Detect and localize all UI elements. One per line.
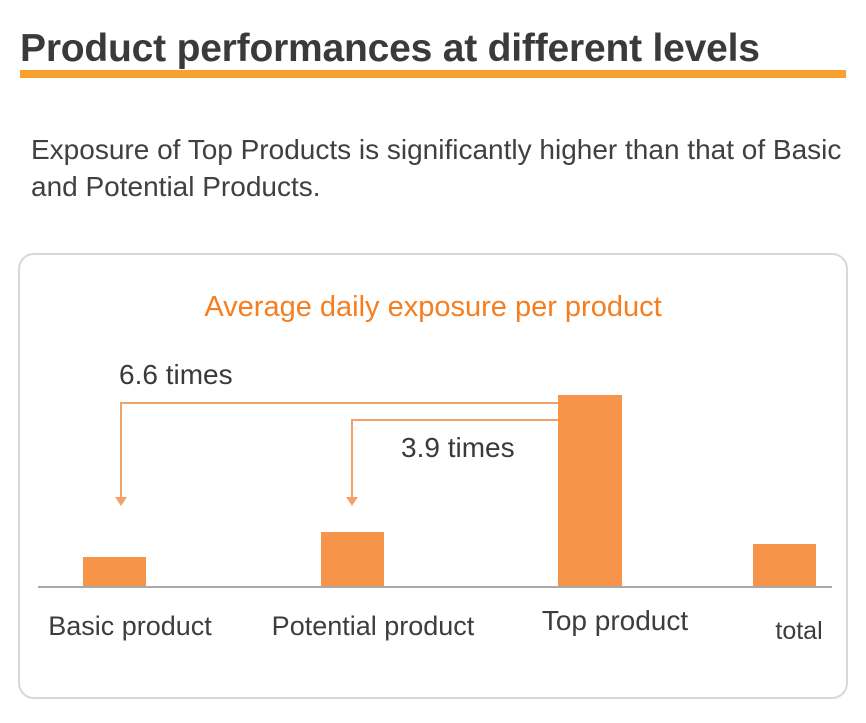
x-axis-label-top-product: Top product (541, 605, 689, 636)
bracket-line-top-to-basic-vertical (120, 402, 122, 498)
annotation-label-6-6-times: 6.6 times (119, 359, 233, 390)
bracket-line-top-to-potential-vertical (351, 419, 353, 498)
bar-potential-product (321, 532, 384, 586)
arrow-down-icon (115, 497, 127, 506)
annotation-label-3-9-times: 3.9 times (401, 432, 515, 463)
x-axis-label-total: total (775, 617, 823, 645)
x-axis-label-basic-product: Basic product (48, 611, 212, 641)
bar-basic-product (83, 557, 146, 586)
chart-card: Average daily exposure per product 6.6 t… (18, 253, 848, 699)
bar-total (753, 544, 816, 586)
x-axis-label-potential-product: Potential product (271, 611, 475, 641)
bracket-line-top-to-basic (120, 402, 561, 404)
bar-top-product (558, 395, 622, 586)
title-underline-bar (20, 70, 846, 78)
arrow-down-icon (346, 497, 358, 506)
bracket-line-top-to-potential (351, 419, 561, 421)
subtitle-text: Exposure of Top Products is significantl… (31, 134, 842, 202)
chart-title: Average daily exposure per product (204, 291, 662, 323)
page-title: Product performances at different levels (20, 27, 760, 70)
x-axis-line (38, 586, 832, 588)
